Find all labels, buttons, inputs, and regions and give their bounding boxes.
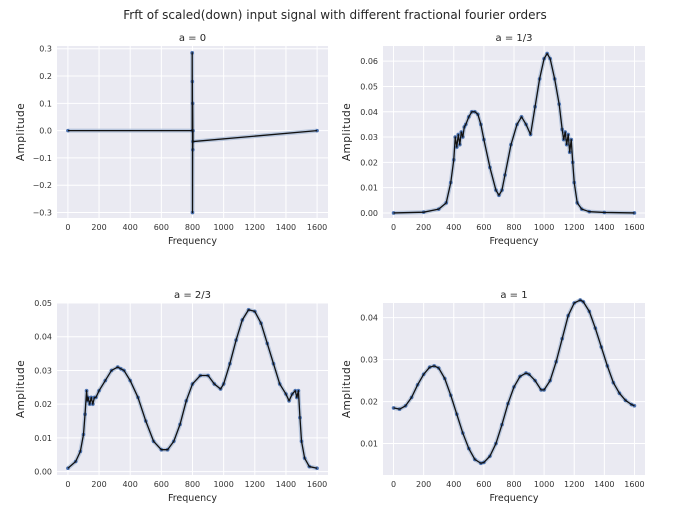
y-tick-label: 0.04: [34, 333, 52, 342]
x-tick-label: 1000: [213, 480, 233, 489]
x-tick-label: 1000: [534, 223, 554, 232]
x-tick-label: 1600: [624, 480, 644, 489]
x-tick-label: 400: [123, 223, 138, 232]
y-tick-label: 0.1: [39, 99, 52, 108]
y-tick-label: 0.02: [360, 158, 378, 167]
x-axis-label: Frequency: [489, 236, 538, 247]
panel-title: a = 1: [500, 290, 527, 301]
x-tick-label: 200: [416, 480, 431, 489]
y-tick-label: 0.04: [360, 108, 378, 117]
x-tick-label: 0: [391, 480, 396, 489]
y-tick-label: 0.03: [360, 356, 378, 365]
y-tick-label: 0.03: [360, 133, 378, 142]
x-tick-label: 1400: [594, 223, 614, 232]
y-tick-label: 0.03: [34, 366, 52, 375]
x-tick-label: 1000: [213, 223, 233, 232]
x-axis-label: Frequency: [489, 493, 538, 504]
figure-title: Frft of scaled(down) input signal with d…: [123, 8, 546, 22]
panel-title: a = 1/3: [496, 33, 533, 44]
chart-panel-1: 0 200 400 600 800 1000 1200 1400 1600 −0.3 −0.2 −0.…: [15, 33, 328, 247]
y-tick-label: 0.02: [34, 400, 52, 409]
panel-title: a = 0: [179, 33, 206, 44]
y-tick-label: 0.01: [360, 184, 378, 193]
y-tick-label: 0.04: [360, 314, 378, 323]
x-tick-label: 200: [416, 223, 431, 232]
x-tick-label: 0: [65, 480, 70, 489]
x-tick-label: 800: [506, 480, 521, 489]
x-tick-label: 800: [185, 480, 200, 489]
x-axis-label: Frequency: [168, 493, 217, 504]
x-tick-label: 1200: [564, 223, 584, 232]
x-tick-label: 600: [476, 480, 491, 489]
series-line: [67, 309, 318, 469]
x-tick-label: 1600: [307, 480, 327, 489]
x-tick-label: 600: [154, 480, 169, 489]
x-tick-label: 1400: [276, 223, 296, 232]
x-tick-label: 0: [65, 223, 70, 232]
series-line: [393, 299, 635, 464]
x-axis-label: Frequency: [168, 236, 217, 247]
y-tick-label: 0.02: [360, 398, 378, 407]
y-tick-label: 0.00: [34, 468, 52, 477]
y-tick-label: 0.0: [39, 127, 52, 136]
y-tick-label: 0.01: [34, 434, 52, 443]
panel-title: a = 2/3: [174, 290, 211, 301]
series-line: [67, 52, 318, 214]
y-tick-label: 0.3: [39, 45, 52, 54]
x-tick-label: 200: [91, 480, 106, 489]
x-tick-label: 400: [446, 223, 461, 232]
x-tick-label: 800: [185, 223, 200, 232]
y-tick-label: 0.01: [360, 440, 378, 449]
series-line: [393, 52, 635, 214]
x-tick-label: 600: [476, 223, 491, 232]
y-axis-label: Amplitude: [341, 360, 353, 418]
x-tick-label: 1600: [624, 223, 644, 232]
x-tick-label: 400: [123, 480, 138, 489]
x-tick-label: 800: [506, 223, 521, 232]
y-tick-label: −0.3: [33, 209, 52, 218]
y-axis-label: Amplitude: [341, 103, 353, 161]
y-tick-label: 0.05: [34, 299, 52, 308]
x-tick-label: 200: [91, 223, 106, 232]
y-tick-label: −0.1: [33, 154, 52, 163]
chart-panel-4: 0 200 400 600 800 1000 1200 1400 1600 0.01 0.02 0.0…: [341, 290, 645, 504]
x-tick-label: 1600: [307, 223, 327, 232]
y-tick-label: 0.00: [360, 209, 378, 218]
x-tick-label: 1000: [534, 480, 554, 489]
x-tick-label: 400: [446, 480, 461, 489]
y-tick-label: 0.05: [360, 82, 378, 91]
data-point: [391, 406, 396, 410]
x-tick-label: 1400: [276, 480, 296, 489]
chart-panel-2: 0 200 400 600 800 1000 1200 1400 1600 0.00 0.01 0.0…: [341, 33, 645, 247]
x-tick-label: 1400: [594, 480, 614, 489]
x-tick-label: 600: [154, 223, 169, 232]
x-tick-label: 1200: [564, 480, 584, 489]
y-tick-label: 0.06: [360, 57, 378, 66]
y-tick-label: −0.2: [33, 181, 52, 190]
y-axis-label: Amplitude: [15, 360, 27, 418]
y-tick-label: 0.2: [39, 72, 52, 81]
x-tick-label: 0: [391, 223, 396, 232]
y-axis-label: Amplitude: [15, 103, 27, 161]
chart-panel-3: 0 200 400 600 800 1000 1200 1400 1600 0.00 0.01 0.0…: [15, 290, 328, 504]
x-tick-label: 1200: [245, 480, 265, 489]
x-tick-label: 1200: [245, 223, 265, 232]
